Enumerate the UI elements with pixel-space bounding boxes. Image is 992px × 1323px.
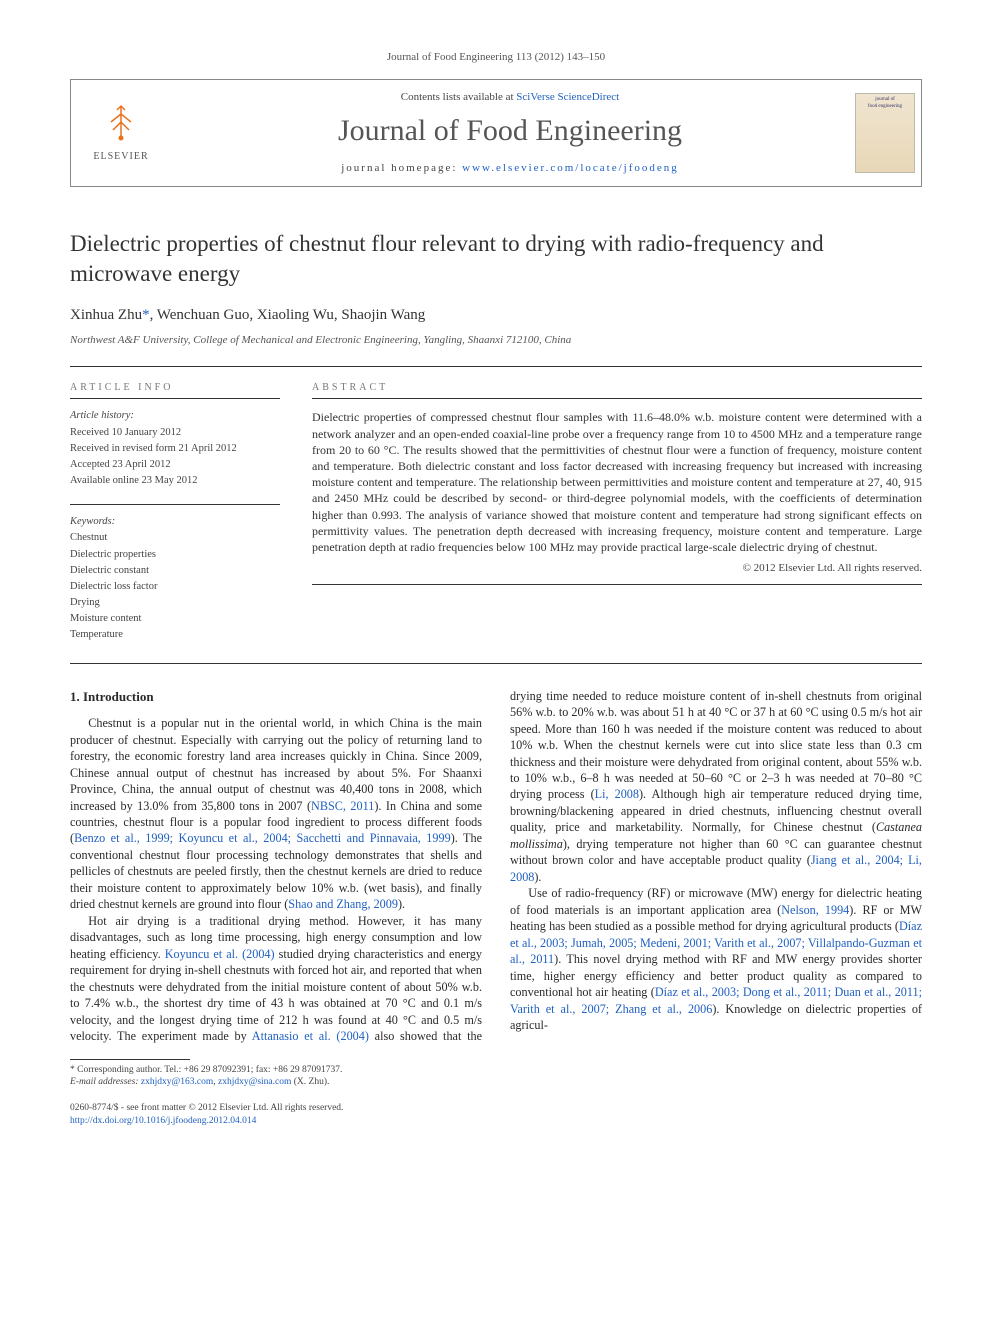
keyword: Dielectric properties: [70, 548, 280, 562]
history-received: Received 10 January 2012: [70, 426, 280, 440]
sciencedirect-link[interactable]: SciVerse ScienceDirect: [516, 91, 619, 103]
article-title: Dielectric properties of chestnut flour …: [70, 229, 922, 289]
citation-link[interactable]: Attanasio et al. (2004): [252, 1029, 369, 1043]
text-run: ).: [534, 870, 541, 884]
front-matter-line: 0260-8774/$ - see front matter © 2012 El…: [70, 1102, 922, 1115]
keyword: Temperature: [70, 628, 280, 642]
citation-link[interactable]: Benzo et al., 1999; Koyuncu et al., 2004…: [74, 831, 451, 845]
contents-prefix: Contents lists available at: [401, 91, 516, 103]
corresponding-footnote: * Corresponding author. Tel.: +86 29 870…: [70, 1064, 922, 1089]
corresponding-mark[interactable]: *: [142, 307, 150, 323]
journal-reference: Journal of Food Engineering 113 (2012) 1…: [70, 50, 922, 65]
elsevier-tree-icon: [101, 102, 141, 148]
corresponding-contact: * Corresponding author. Tel.: +86 29 870…: [70, 1064, 922, 1076]
homepage-prefix: journal homepage:: [341, 162, 462, 174]
info-abstract-row: ARTICLE INFO Article history: Received 1…: [70, 381, 922, 645]
email-link[interactable]: zxhjdxy@163.com: [141, 1077, 213, 1087]
abstract-column: ABSTRACT Dielectric properties of compre…: [312, 381, 922, 645]
citation-link[interactable]: Koyuncu et al. (2004): [165, 947, 275, 961]
elsevier-wordmark: ELSEVIER: [93, 150, 148, 164]
citation-link[interactable]: Li, 2008: [595, 787, 639, 801]
authors-rest: , Wenchuan Guo, Xiaoling Wu, Shaojin Wan…: [150, 307, 426, 323]
abstract-copyright: © 2012 Elsevier Ltd. All rights reserved…: [312, 561, 922, 576]
abstract-text: Dielectric properties of compressed ches…: [312, 409, 922, 555]
keyword: Drying: [70, 596, 280, 610]
cover-image: journal of food engineering: [855, 93, 915, 173]
citation-link[interactable]: Shao and Zhang, 2009: [288, 897, 398, 911]
email-label: E-mail addresses:: [70, 1077, 139, 1087]
doi-link[interactable]: http://dx.doi.org/10.1016/j.jfoodeng.201…: [70, 1116, 256, 1126]
journal-cover-thumbnail[interactable]: journal of food engineering: [849, 80, 921, 186]
keyword: Chestnut: [70, 531, 280, 545]
history-revised: Received in revised form 21 April 2012: [70, 442, 280, 456]
email-suffix: (X. Zhu).: [291, 1077, 329, 1087]
cover-line1: journal of: [875, 97, 895, 104]
divider: [70, 663, 922, 664]
article-history-head: Article history:: [70, 409, 280, 423]
email-link[interactable]: zxhjdxy@sina.com: [218, 1077, 291, 1087]
article-info-column: ARTICLE INFO Article history: Received 1…: [70, 381, 280, 645]
body-paragraph: Chestnut is a popular nut in the orienta…: [70, 715, 482, 913]
page: Journal of Food Engineering 113 (2012) 1…: [0, 0, 992, 1168]
journal-name-heading: Journal of Food Engineering: [338, 111, 682, 152]
contents-available-line: Contents lists available at SciVerse Sci…: [401, 90, 619, 105]
cover-line2: food engineering: [868, 104, 902, 111]
text-run: ).: [398, 897, 405, 911]
divider: [70, 366, 922, 367]
journal-homepage-link[interactable]: www.elsevier.com/locate/jfoodeng: [462, 162, 679, 174]
history-accepted: Accepted 23 April 2012: [70, 458, 280, 472]
journal-header: ELSEVIER Contents lists available at Sci…: [70, 79, 922, 187]
header-center: Contents lists available at SciVerse Sci…: [171, 80, 849, 186]
keyword: Dielectric loss factor: [70, 580, 280, 594]
body-paragraph: Use of radio-frequency (RF) or microwave…: [510, 885, 922, 1033]
citation-link[interactable]: NBSC, 2011: [311, 799, 374, 813]
citation-link[interactable]: Nelson, 1994: [781, 903, 849, 917]
elsevier-logo[interactable]: ELSEVIER: [71, 80, 171, 186]
page-footer: 0260-8774/$ - see front matter © 2012 El…: [70, 1102, 922, 1128]
affiliation: Northwest A&F University, College of Mec…: [70, 333, 922, 348]
abstract-heading: ABSTRACT: [312, 381, 922, 395]
footnote-separator: [70, 1059, 190, 1060]
journal-homepage-line: journal homepage: www.elsevier.com/locat…: [341, 161, 679, 176]
authors-line: Xinhua Zhu*, Wenchuan Guo, Xiaoling Wu, …: [70, 305, 922, 325]
section-heading-introduction: 1. Introduction: [70, 688, 482, 706]
author-primary[interactable]: Xinhua Zhu: [70, 307, 142, 323]
body-two-column: 1. Introduction Chestnut is a popular nu…: [70, 688, 922, 1045]
keyword: Dielectric constant: [70, 564, 280, 578]
keyword: Moisture content: [70, 612, 280, 626]
keywords-head: Keywords:: [70, 515, 280, 529]
history-online: Available online 23 May 2012: [70, 474, 280, 488]
article-info-heading: ARTICLE INFO: [70, 381, 280, 395]
